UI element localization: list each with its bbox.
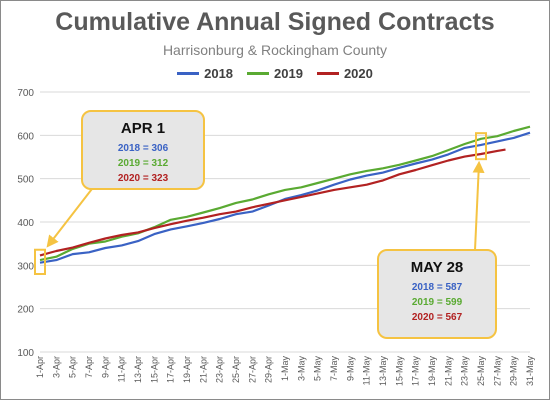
x-tick-label: 19-Apr [182,356,192,383]
highlight-box-apr-1 [34,248,46,276]
x-tick-label: 3-Apr [51,356,61,378]
x-tick-label: 11-Apr [117,356,127,382]
series-line-2019 [39,125,531,262]
legend-item-2020: 2020 [316,66,373,81]
x-tick-label: 1-Apr [35,356,45,378]
x-tick-label: 23-May [460,356,470,387]
callout-may-2020: 2020 = 567 [411,312,463,323]
y-tick-label: 200 [17,305,34,316]
y-tick-label: 400 [17,218,34,229]
callout-may-28: MAY 28 2018 = 587 2019 = 599 2020 = 567 [377,249,497,339]
x-tick-label: 27-Apr [247,356,257,383]
callout-may-title: MAY 28 [410,259,464,276]
y-tick-label: 700 [17,88,34,99]
x-tick-label: 25-May [476,356,486,387]
legend-swatch-2019 [247,72,270,75]
x-tick-label: 5-May [313,356,323,382]
x-tick-label: 31-May [525,356,535,387]
callout-apr-2020: 2020 = 323 [117,173,169,184]
legend-item-2018: 2018 [177,66,233,81]
x-tick-label: 7-Apr [84,356,94,378]
legend-swatch-2020 [316,72,339,75]
x-tick-label: 21-May [443,356,453,387]
highlight-box-may-28 [475,132,487,161]
x-tick-label: 29-Apr [264,356,274,383]
x-tick-label: 11-May [362,356,372,386]
x-tick-label: 3-May [296,356,306,382]
x-tick-label: 9-Apr [100,356,110,378]
legend-item-2019: 2019 [247,66,303,81]
y-tick-label: 100 [17,348,34,359]
arrow-may-28 [472,160,485,251]
callout-apr-2019: 2019 = 312 [117,158,169,169]
x-tick-label: 1-May [280,356,290,382]
callout-apr-1: APR 1 2018 = 306 2019 = 312 2020 = 323 [81,110,205,190]
series-line-2018 [39,131,531,264]
legend-label-2018: 2018 [204,66,234,81]
x-tick-label: 17-Apr [166,356,176,383]
legend-label-2020: 2020 [343,66,373,81]
callout-may-2018: 2018 = 587 [411,282,463,293]
x-tick-label: 15-May [394,356,404,387]
legend: 2018 2019 2020 [0,66,550,81]
callout-may-2019: 2019 = 599 [411,297,463,308]
x-tick-label: 29-May [509,356,519,387]
x-tick-label: 13-Apr [133,356,143,383]
x-tick-label: 17-May [411,356,421,387]
callout-apr-2018: 2018 = 306 [117,143,169,154]
x-tick-label: 27-May [492,356,502,387]
x-tick-label: 13-May [378,356,388,387]
x-tick-label: 5-Apr [68,356,78,378]
arrow-apr-1 [46,184,96,248]
x-tick-label: 9-May [345,356,355,382]
legend-label-2019: 2019 [274,66,303,81]
x-tick-label: 15-Apr [149,356,159,383]
series-line-2020 [39,148,506,257]
callout-apr-title: APR 1 [120,120,166,137]
x-tick-label: 25-Apr [231,356,241,383]
y-tick-label: 500 [17,175,34,186]
x-tick-label: 23-Apr [215,356,225,383]
y-tick-label: 600 [17,131,34,142]
x-tick-label: 21-Apr [198,356,208,383]
x-tick-label: 19-May [427,356,437,387]
chart-subtitle: Harrisonburg & Rockingham County [162,42,388,58]
legend-swatch-2018 [177,72,200,75]
y-tick-label: 300 [17,261,34,272]
chart-title: Cumulative Annual Signed Contracts [55,8,495,36]
x-tick-label: 7-May [329,356,339,382]
